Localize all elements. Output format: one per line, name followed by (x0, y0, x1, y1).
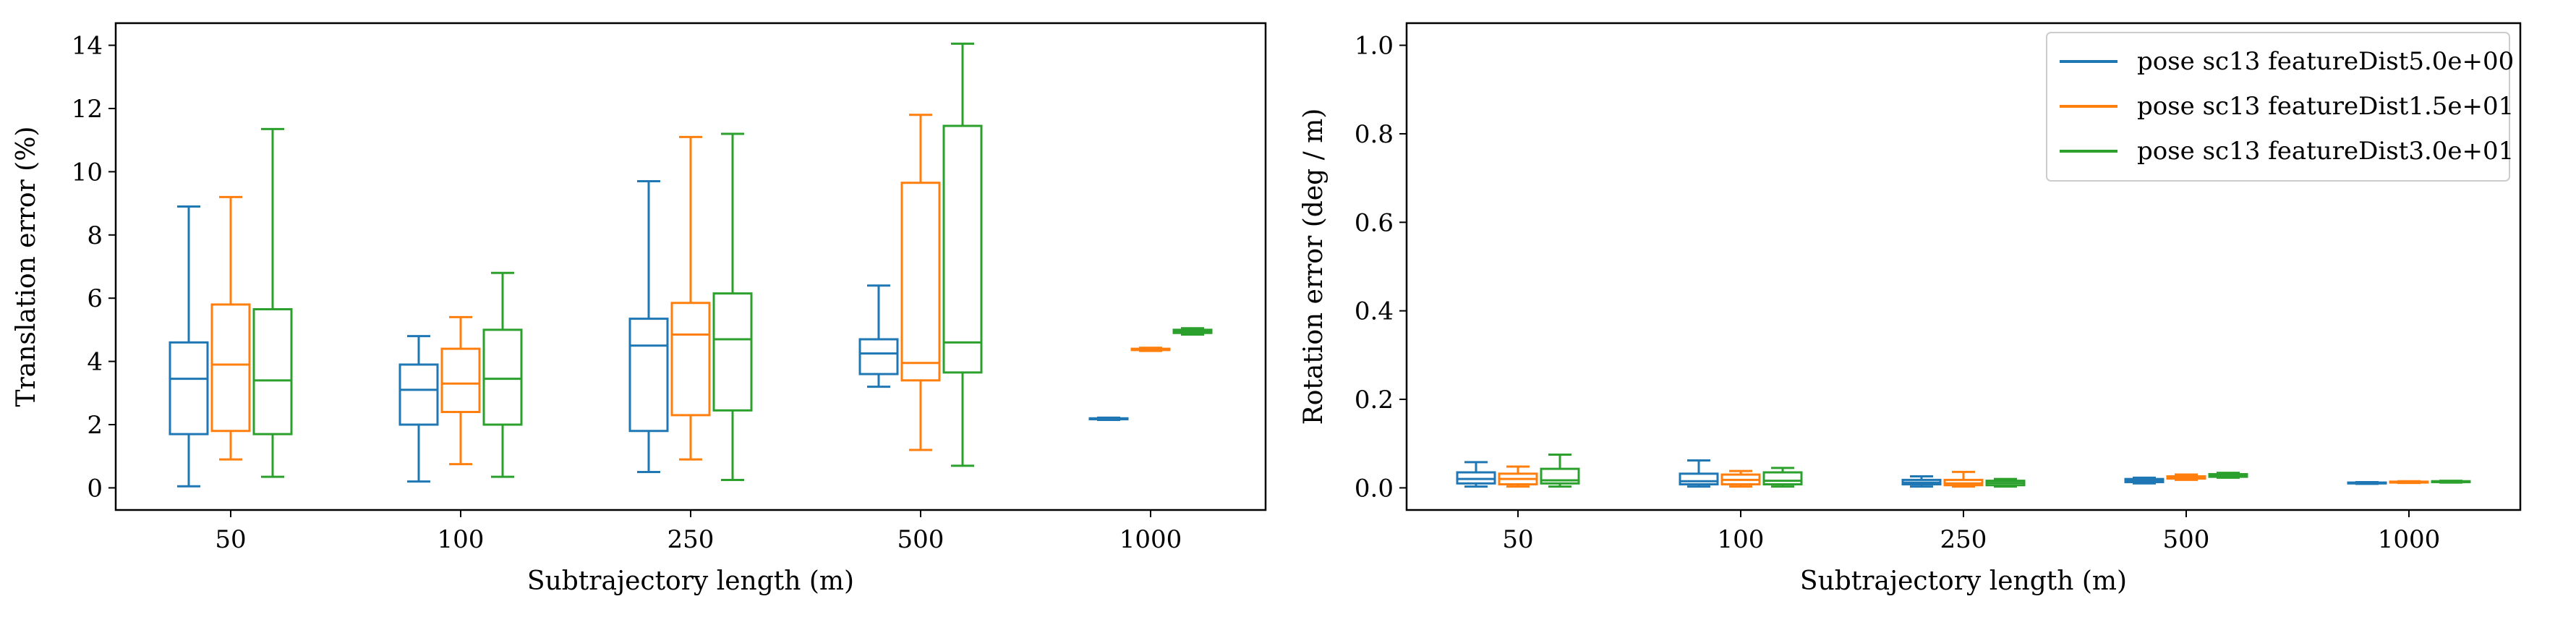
y-tick-label: 2 (87, 411, 103, 440)
box-iqr (252, 307, 293, 435)
y-tick-label: 1.0 (1355, 32, 1394, 61)
y-tick-label: 0.0 (1355, 474, 1394, 503)
chart-panel-1: 0 2 4 6 8 10 12 14 50 100 250 500 1000 Subtrajectory … (12, 22, 1267, 596)
box-2-500 (900, 114, 941, 451)
box-3-50 (252, 127, 293, 478)
x-axis-label: Subtrajectory length (m) (527, 566, 854, 596)
box-1-250 (1901, 475, 1942, 488)
x-tick-label: 1000 (2378, 525, 2441, 554)
box-3-100 (1762, 467, 1803, 488)
box-iqr (1456, 471, 1496, 485)
legend-box (2046, 32, 2510, 182)
y-tick-label: 14 (72, 32, 103, 61)
legend-label: pose sc13 featureDist5.0e+00 (2137, 47, 2514, 76)
box-2-50 (210, 195, 251, 461)
y-tick-label: 6 (87, 284, 103, 313)
box-iqr (1679, 472, 1719, 486)
box-1-500 (2124, 476, 2165, 485)
box-iqr (712, 292, 753, 412)
box-3-50 (1540, 454, 1580, 488)
box-1-1000 (2347, 480, 2387, 485)
y-tick-label: 0.4 (1355, 297, 1394, 326)
y-tick-label: 0 (87, 474, 103, 503)
legend: pose sc13 featureDist5.0e+00 pose sc13 fe… (2046, 32, 2514, 182)
legend-label: pose sc13 featureDist3.0e+01 (2137, 137, 2514, 166)
x-tick-label: 500 (2163, 525, 2210, 554)
box-2-250 (670, 135, 711, 461)
x-axis-label: Subtrajectory length (m) (1800, 566, 2127, 596)
legend-label: pose sc13 featureDist1.5e+01 (2137, 92, 2514, 121)
box-iqr (1762, 471, 1803, 486)
y-tick-label: 0.8 (1355, 120, 1394, 149)
box-iqr (942, 124, 983, 374)
box-3-500 (942, 42, 983, 467)
box-3-1000 (2431, 480, 2471, 484)
y-tick-label: 8 (87, 221, 103, 250)
box-3-500 (2208, 472, 2248, 479)
x-tick-label: 250 (1940, 525, 1987, 554)
x-tick-label: 1000 (1119, 525, 1182, 554)
box-2-50 (1498, 465, 1538, 488)
x-tick-label: 250 (668, 525, 715, 554)
box-iqr (440, 347, 481, 414)
box-2-1000 (2389, 480, 2429, 485)
box-3-250 (1985, 477, 2026, 488)
x-tick-label: 100 (438, 525, 485, 554)
box-iqr (1540, 467, 1580, 485)
box-iqr (858, 338, 899, 375)
box-1-100 (1679, 459, 1719, 488)
x-tick-label: 50 (215, 525, 246, 554)
box-iqr (900, 182, 941, 382)
x-tick-label: 500 (897, 525, 944, 554)
y-axis-label: Rotation error (deg / m) (1299, 109, 1328, 425)
box-3-1000 (1172, 327, 1213, 336)
x-tick-label: 100 (1718, 525, 1765, 554)
y-axis-label: Translation error (%) (12, 127, 41, 407)
box-iqr (670, 302, 711, 417)
box-1-50 (1456, 461, 1496, 488)
x-tick-label: 50 (1502, 525, 1533, 554)
box-1-100 (398, 335, 439, 483)
box-1-250 (628, 180, 669, 474)
y-tick-label: 12 (72, 95, 103, 124)
box-iqr (628, 318, 669, 433)
box-iqr (398, 363, 439, 426)
box-iqr (169, 341, 209, 435)
chart-panel-2: 0.0 0.2 0.4 0.6 0.8 1.0 50 100 250 500 1000 Subtraj… (1299, 22, 2522, 596)
y-tick-label: 0.2 (1355, 386, 1394, 414)
box-iqr (210, 303, 251, 433)
y-tick-label: 0.6 (1355, 208, 1394, 237)
box-1-50 (169, 205, 209, 488)
box-1-500 (858, 284, 899, 388)
box-2-250 (1943, 470, 1984, 488)
y-tick-label: 4 (87, 348, 103, 377)
box-2-100 (1720, 469, 1761, 488)
box-1-1000 (1088, 416, 1129, 421)
box-3-100 (482, 271, 523, 478)
box-2-500 (2166, 473, 2206, 481)
box-2-100 (440, 315, 481, 466)
box-iqr (482, 328, 523, 426)
box-2-1000 (1130, 346, 1171, 352)
y-tick-label: 10 (72, 158, 103, 187)
box-3-250 (712, 132, 753, 481)
